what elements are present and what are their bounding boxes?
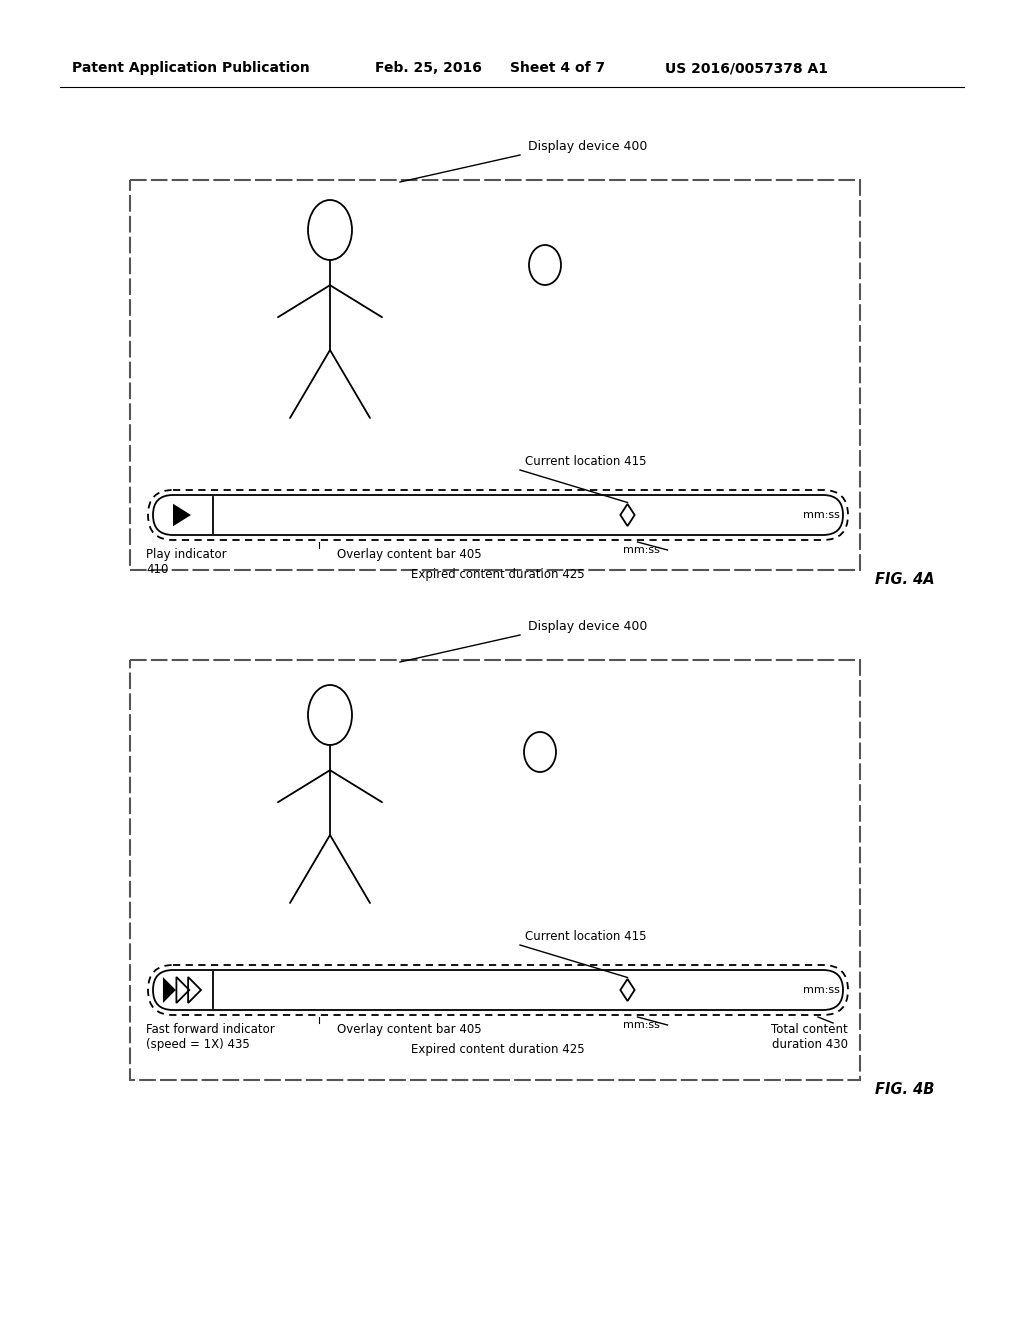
Text: mm:ss: mm:ss [803,985,840,995]
Text: Display device 400: Display device 400 [528,140,647,153]
Text: Play indicator
410: Play indicator 410 [146,548,226,576]
Text: US 2016/0057378 A1: US 2016/0057378 A1 [665,61,828,75]
Text: Total content
duration 430: Total content duration 430 [771,1023,848,1051]
Text: Expired content duration 425: Expired content duration 425 [412,1043,585,1056]
Text: Sheet 4 of 7: Sheet 4 of 7 [510,61,605,75]
Text: mm:ss: mm:ss [623,1020,659,1030]
Text: Current location 415: Current location 415 [525,455,646,469]
Text: FIG. 4A: FIG. 4A [874,572,935,587]
Text: mm:ss: mm:ss [803,510,840,520]
Text: Current location 415: Current location 415 [525,931,646,942]
Polygon shape [163,977,176,1003]
Text: mm:ss: mm:ss [623,545,659,554]
Text: Feb. 25, 2016: Feb. 25, 2016 [375,61,482,75]
Text: Overlay content bar 405: Overlay content bar 405 [337,548,481,561]
Polygon shape [173,504,191,527]
Text: Overlay content bar 405: Overlay content bar 405 [337,1023,481,1036]
Text: Expired content duration 425: Expired content duration 425 [412,568,585,581]
Text: Fast forward indicator
(speed = 1X) 435: Fast forward indicator (speed = 1X) 435 [146,1023,274,1051]
Text: FIG. 4B: FIG. 4B [874,1082,934,1097]
Text: Display device 400: Display device 400 [528,620,647,634]
Text: Patent Application Publication: Patent Application Publication [72,61,309,75]
